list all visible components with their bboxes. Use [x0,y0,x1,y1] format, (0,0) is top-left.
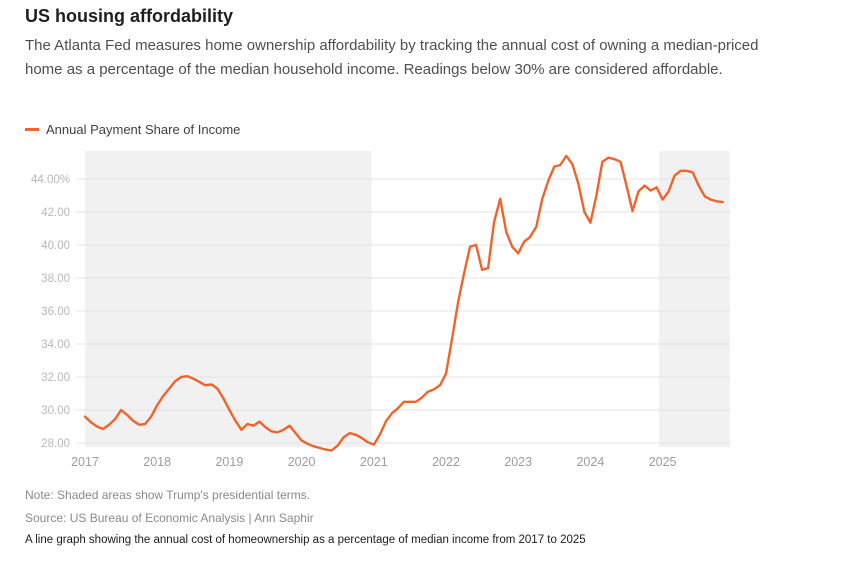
y-axis-tick-label: 36.00 [41,306,70,318]
legend-line-swatch-icon [25,128,39,131]
alt-text-caption: A line graph showing the annual cost of … [25,534,586,546]
affordability-line-chart: 44.00% 42.00 40.00 38.00 36.00 34.00 32.00 30.0… [31,151,730,469]
x-axis-tick-label: 2022 [432,455,460,469]
y-axis-tick-label: 38.00 [41,273,70,285]
shaded-region-1 [85,151,372,447]
legend-label: Annual Payment Share of Income [46,122,241,137]
y-axis-tick-label: 44.00% [31,174,70,186]
y-axis-tick-label: 42.00 [41,207,70,219]
x-axis-tick-label: 2021 [360,455,388,469]
x-axis-tick-label: 2023 [504,455,532,469]
x-axis-tick-label: 2018 [143,455,171,469]
x-axis-tick-label: 2025 [649,455,677,469]
x-axis-tick-label: 2017 [71,455,99,469]
x-axis-tick-label: 2024 [576,455,604,469]
page-title: US housing affordability [25,6,234,26]
x-axis-tick-label: 2020 [288,455,316,469]
y-axis-tick-label: 28.00 [41,438,70,450]
legend: Annual Payment Share of Income [25,122,240,137]
source-text: Source: US Bureau of Economic Analysis |… [25,511,314,525]
note-text: Note: Shaded areas show Trump's presiden… [25,488,311,502]
y-axis-tick-label: 34.00 [41,339,70,351]
shaded-region-2 [659,151,730,447]
y-axis-tick-label: 30.00 [41,405,70,417]
trend-line [83,154,724,452]
x-axis-tick-label: 2019 [215,455,243,469]
chart-description: The Atlanta Fed measures home ownership … [25,37,759,78]
y-axis-tick-label: 40.00 [41,240,70,252]
y-axis-tick-label: 32.00 [41,372,70,384]
